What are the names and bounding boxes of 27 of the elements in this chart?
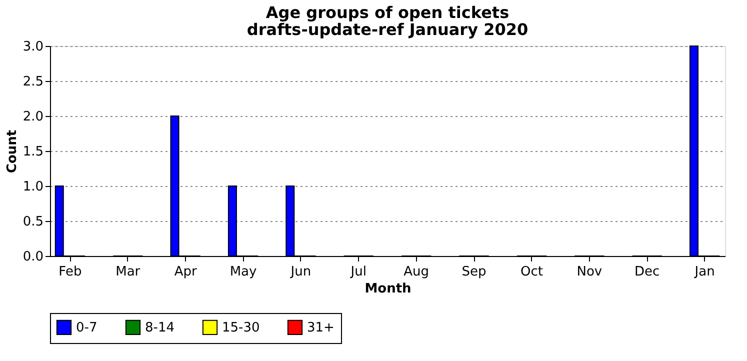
x-tick-label: Sep [462, 264, 486, 280]
x-tick-label: Jan [694, 264, 715, 280]
x-tick-label: Oct [520, 264, 543, 280]
x-tick-label: Mar [116, 264, 141, 280]
x-tick-label: Feb [58, 264, 82, 280]
chart-subtitle: drafts-update-ref January 2020 [246, 20, 528, 39]
y-tick-label: 3.0 [22, 40, 44, 54]
x-tick-label: Aug [404, 264, 430, 280]
x-tick-label: Apr [174, 264, 198, 280]
legend-label: 8-14 [145, 320, 175, 336]
y-tick-label: 0.0 [22, 250, 44, 264]
chart-title: Age groups of open tickets [266, 3, 510, 22]
legend-label: 0-7 [76, 320, 98, 336]
x-tick-label: Nov [576, 264, 602, 280]
y-tick-label: 1.5 [22, 144, 44, 160]
legend-label: 15-30 [222, 320, 260, 336]
legend-label: 31+ [307, 320, 334, 336]
x-tick-label: Jun [290, 264, 312, 280]
x-tick-label: May [230, 264, 258, 280]
y-tick-label: 2.0 [22, 110, 44, 124]
y-tick-label: 0.5 [22, 214, 44, 230]
x-axis-title: Month [364, 282, 412, 296]
y-tick-label: 1.0 [22, 180, 44, 194]
y-tick-label: 2.5 [22, 74, 44, 90]
x-tick-label: Dec [634, 264, 660, 280]
y-axis-title: Count [4, 130, 20, 174]
x-tick-label: Jul [350, 264, 366, 280]
